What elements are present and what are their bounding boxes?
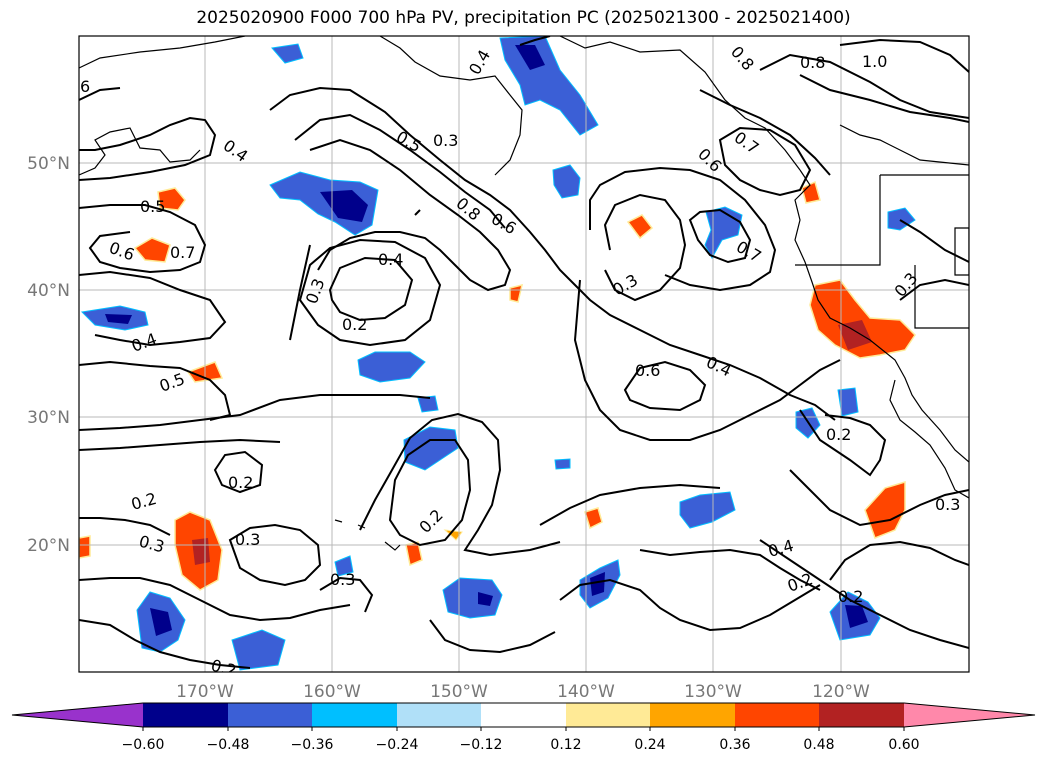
colorbar-segment [650,703,735,727]
colorbar-tick-label: 0.24 [634,737,665,753]
colorbar-segment [228,703,312,727]
lat-label: 40°N [27,281,70,301]
colorbar-segment [312,703,397,727]
colorbar-extend-low [12,703,143,727]
colorbar-tick-label: 0.60 [888,737,919,753]
contour-label: 0.8 [800,53,825,72]
lon-label: 150°W [430,682,488,702]
colorbar-segment [735,703,819,727]
contour-label: 0.2 [838,587,863,606]
colorbar-segment [481,703,566,727]
contour-label: 0.4 [378,250,403,269]
pv-contours [79,36,969,669]
contour-label: 0.3 [330,570,355,589]
map-title: 2025020900 F000 700 hPa PV, precipitatio… [196,8,851,28]
contour-label: 0.6 [635,361,660,380]
colorbar-tick-label: −0.60 [122,737,165,753]
lat-label: 50°N [27,154,70,174]
colorbar-segment [819,703,904,727]
colorbar: −0.60 −0.48 −0.36 −0.24 −0.12 0.12 0.24 … [11,702,1036,753]
contour-label: 0.2 [228,473,253,492]
longitude-axis: 170°W 160°W 150°W 140°W 130°W 120°W [176,682,870,702]
contour-label: 1.0 [862,52,887,71]
colorbar-tick-label: 0.36 [719,737,750,753]
lat-label: 20°N [27,536,70,556]
contour-label: 0.2 [209,656,239,681]
colorbar-tick-label: −0.48 [207,737,250,753]
lon-label: 120°W [812,682,870,702]
lat-label: 30°N [27,408,70,428]
map-panel[interactable]: 6 0.4 0.4 0.5 0.3 0.8 0.8 1.0 0.5 0.6 0.… [79,36,969,680]
contour-label: 0.3 [935,495,960,514]
colorbar-tick-label: 0.12 [550,737,581,753]
colorbar-segment [397,703,481,727]
colorbar-segment [143,703,228,727]
contour-label: 0.2 [342,315,367,334]
colorbar-extend-high [904,703,1035,727]
contour-label: 0.3 [433,131,458,150]
contour-label: 0.2 [826,425,851,444]
colorbar-tick-label: −0.24 [376,737,419,753]
contour-label: 0.5 [140,197,165,216]
colorbar-tick-label: −0.12 [460,737,503,753]
contour-label: 0.7 [170,243,195,262]
contour-label: 0.3 [235,530,260,549]
lon-label: 140°W [557,682,615,702]
lon-label: 170°W [176,682,234,702]
lon-label: 160°W [303,682,361,702]
colorbar-tick-label: −0.36 [291,737,334,753]
map-border [78,35,970,673]
colorbar-tick-label: 0.48 [803,737,834,753]
latitude-axis: 50°N 40°N 30°N 20°N [27,154,70,556]
lon-label: 130°W [684,682,742,702]
colorbar-segment [566,703,650,727]
contour-label: 6 [80,77,90,96]
